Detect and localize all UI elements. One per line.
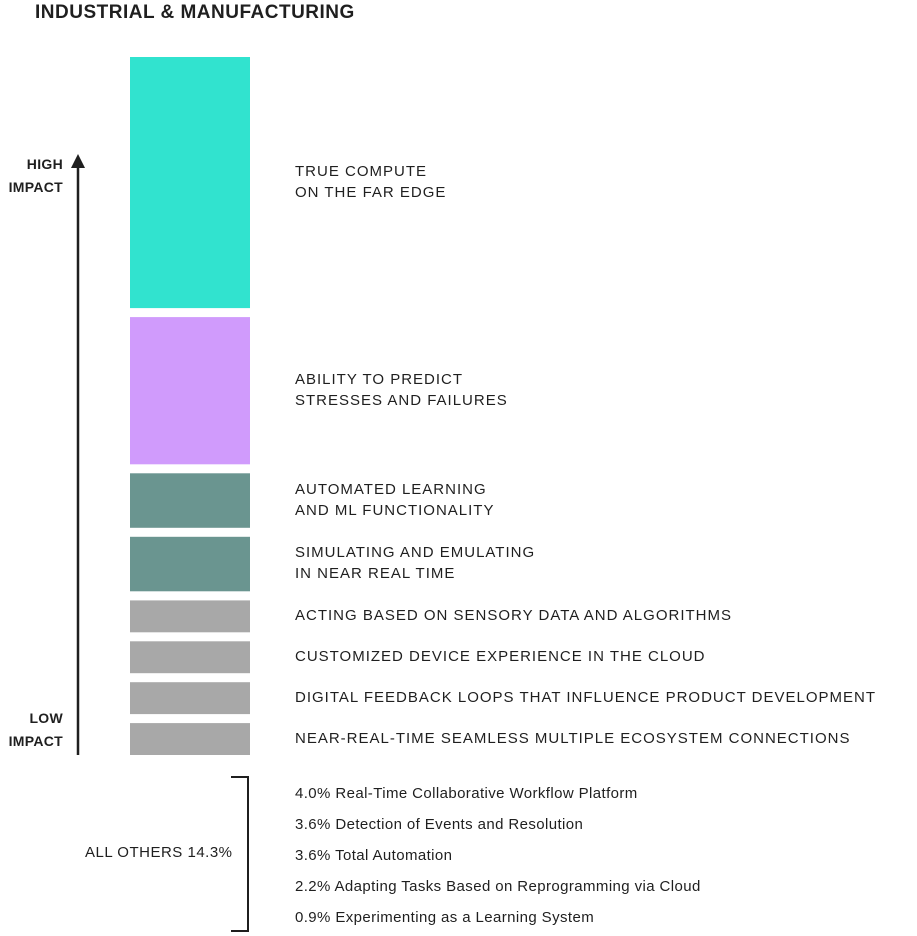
bar-label-8: NEAR-REAL-TIME SEAMLESS MULTIPLE ECOSYST… — [295, 729, 851, 747]
bar-label-2: ABILITY TO PREDICT STRESSES AND FAILURES — [295, 370, 508, 409]
all-others-item: 3.6% Total Automation — [295, 847, 453, 864]
bar-3 — [130, 473, 250, 528]
all-others-item: 2.2% Adapting Tasks Based on Reprogrammi… — [295, 878, 701, 895]
chart-title: INDUSTRIAL & MANUFACTURING — [35, 2, 355, 23]
all-others-label: ALL OTHERS 14.3% — [85, 844, 233, 861]
all-others-item: 3.6% Detection of Events and Resolution — [295, 816, 584, 833]
bar-8 — [130, 723, 250, 755]
bar-label-7: DIGITAL FEEDBACK LOOPS THAT INFLUENCE PR… — [295, 688, 876, 706]
bar-1 — [130, 57, 250, 309]
impact-axis-arrowhead — [71, 154, 85, 168]
bar-label-4: SIMULATING AND EMULATING IN NEAR REAL TI… — [295, 544, 536, 583]
bar-4 — [130, 536, 250, 592]
bar-label-6: CUSTOMIZED DEVICE EXPERIENCE IN THE CLOU… — [295, 647, 706, 665]
low-impact-label-line2: IMPACT — [8, 733, 63, 749]
high-impact-label-line1: HIGH — [26, 156, 63, 172]
high-impact-label: HIGH IMPACT — [0, 153, 63, 199]
low-impact-label: LOW IMPACT — [0, 707, 63, 753]
bar-label-5: ACTING BASED ON SENSORY DATA AND ALGORIT… — [295, 606, 732, 624]
bar-label-3: AUTOMATED LEARNING AND ML FUNCTIONALITY — [295, 480, 495, 519]
bars-group — [130, 57, 250, 755]
all-others-list: 4.0% Real-Time Collaborative Workflow Pl… — [295, 781, 701, 936]
bar-5 — [130, 600, 250, 633]
bar-7 — [130, 682, 250, 715]
bar-label-1: TRUE COMPUTE ON THE FAR EDGE — [295, 162, 447, 201]
bar-6 — [130, 641, 250, 674]
all-others-item: 4.0% Real-Time Collaborative Workflow Pl… — [295, 785, 638, 802]
high-impact-label-line2: IMPACT — [8, 179, 63, 195]
bar-2 — [130, 317, 250, 465]
all-others-item: 0.9% Experimenting as a Learning System — [295, 909, 595, 926]
all-others-bracket — [231, 776, 249, 932]
low-impact-label-line1: LOW — [29, 710, 63, 726]
